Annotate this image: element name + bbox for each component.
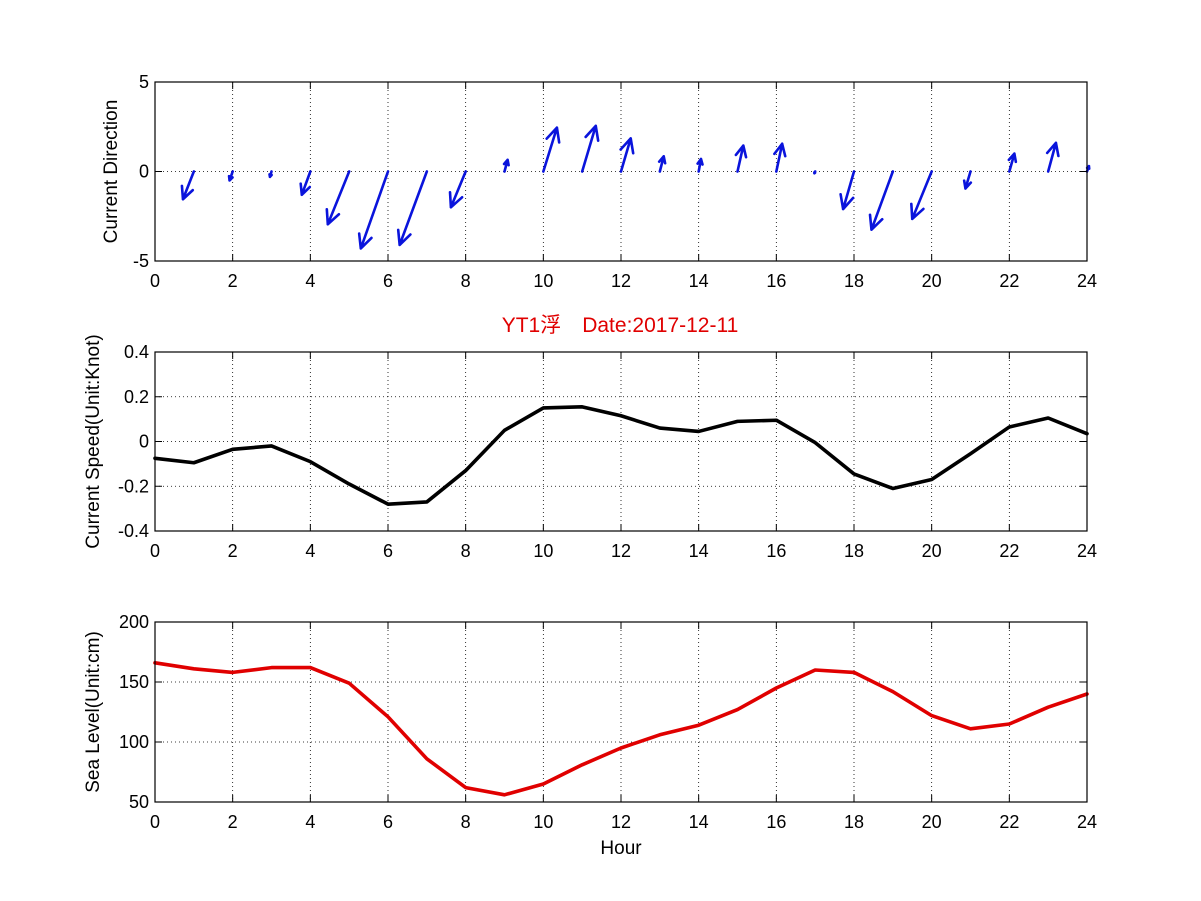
y-tick-label: -5: [133, 251, 149, 271]
x-tick-label: 8: [461, 812, 471, 832]
series-line: [153, 660, 1089, 797]
quiver-arrow: [180, 170, 196, 201]
y-tick-label: 150: [119, 672, 149, 692]
quiver-arrow: [357, 170, 390, 250]
y-axis-label: Current Direction: [101, 100, 122, 244]
x-tick-label: 12: [611, 812, 631, 832]
quiver-arrow: [657, 154, 667, 173]
x-tick-label: 2: [228, 812, 238, 832]
series-line: [153, 405, 1089, 506]
x-tick-label: 12: [611, 541, 631, 561]
x-tick-label: 18: [844, 271, 864, 291]
x-tick-label: 14: [689, 271, 709, 291]
x-tick-label: 14: [689, 541, 709, 561]
x-tick-label: 14: [689, 812, 709, 832]
x-tick-label: 6: [383, 541, 393, 561]
x-tick-label: 16: [766, 541, 786, 561]
y-tick-label: -0.2: [118, 476, 149, 496]
quiver-arrow: [696, 157, 704, 173]
x-tick-label: 20: [922, 541, 942, 561]
quiver-arrow: [619, 137, 635, 173]
quiver-arrow: [868, 170, 895, 231]
quiver-arrow: [962, 170, 973, 190]
quiver-arrow: [448, 170, 467, 209]
y-tick-label: 0: [139, 162, 149, 182]
x-tick-label: 20: [922, 271, 942, 291]
x-tick-label: 24: [1077, 271, 1097, 291]
y-tick-label: 0: [139, 432, 149, 452]
x-tick-label: 22: [999, 541, 1019, 561]
x-tick-label: 16: [766, 812, 786, 832]
y-axis-label: Current Speed(Unit:Knot): [83, 334, 104, 548]
x-tick-label: 10: [533, 812, 553, 832]
y-axis-label: Sea Level(Unit:cm): [83, 631, 104, 793]
quiver-arrow: [325, 170, 351, 226]
x-tick-label: 0: [150, 271, 160, 291]
x-tick-label: 2: [228, 271, 238, 291]
y-tick-label: -0.4: [118, 521, 149, 541]
quiver-arrow: [396, 170, 429, 247]
x-tick-label: 4: [305, 541, 315, 561]
y-tick-label: 50: [129, 792, 149, 812]
quiver-arrow: [502, 158, 510, 173]
x-tick-label: 18: [844, 541, 864, 561]
x-tick-label: 6: [383, 271, 393, 291]
quiver-arrow: [1045, 141, 1060, 173]
x-tick-label: 12: [611, 271, 631, 291]
x-tick-label: 4: [305, 271, 315, 291]
figure-title: YT1浮 Date:2017-12-11: [502, 314, 739, 337]
x-tick-label: 0: [150, 812, 160, 832]
x-tick-label: 22: [999, 812, 1019, 832]
quiver-arrow: [542, 126, 561, 173]
x-tick-label: 8: [461, 541, 471, 561]
x-tick-label: 8: [461, 271, 471, 291]
x-tick-label: 16: [766, 271, 786, 291]
x-tick-label: 24: [1077, 812, 1097, 832]
y-tick-label: 0.2: [124, 387, 149, 407]
x-axis-label: Hour: [600, 838, 642, 859]
x-tick-label: 4: [305, 812, 315, 832]
quiver-arrow: [813, 170, 817, 175]
quiver-arrow: [227, 170, 234, 182]
x-tick-label: 10: [533, 271, 553, 291]
x-tick-label: 10: [533, 541, 553, 561]
y-tick-label: 5: [139, 72, 149, 92]
y-tick-label: 0.4: [124, 342, 149, 362]
current-speed-panel: 0 2 4 6 8 10 12 14 16 18 20 22 24-0.4-0.200.20.4Curr…: [83, 334, 1097, 561]
x-tick-label: 6: [383, 812, 393, 832]
x-tick-label: 0: [150, 541, 160, 561]
quiver-arrow: [773, 142, 787, 173]
x-tick-label: 2: [228, 541, 238, 561]
quiver-arrow: [580, 124, 600, 173]
y-tick-label: 200: [119, 612, 149, 632]
x-tick-label: 18: [844, 812, 864, 832]
quiver-arrow: [734, 144, 748, 173]
quiver-arrow: [1007, 152, 1018, 173]
x-tick-label: 24: [1077, 541, 1097, 561]
quiver-arrow: [839, 170, 856, 211]
x-tick-label: 22: [999, 271, 1019, 291]
quiver-arrow: [268, 170, 273, 179]
y-tick-label: 100: [119, 732, 149, 752]
quiver-arrow: [299, 170, 312, 197]
quiver-arrow: [910, 170, 933, 221]
x-tick-label: 20: [922, 812, 942, 832]
